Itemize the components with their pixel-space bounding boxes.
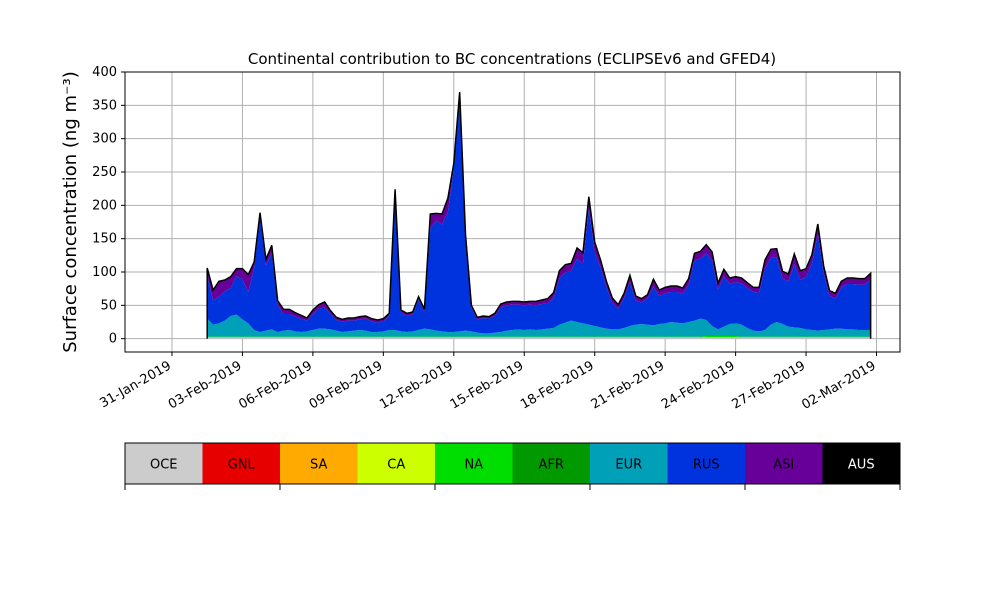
x-tick-label: 31-Jan-2019 [97, 358, 174, 411]
x-tick-label: 21-Feb-2019 [589, 358, 668, 412]
legend-colorbar: OCE GNL SA CA NA AFR EUR RUS ASI AUS [124, 442, 901, 490]
y-axis-label: Surface concentration (ng m⁻³) [60, 71, 81, 353]
x-tick-label: 15-Feb-2019 [448, 358, 527, 412]
legend-label-aus: AUS [848, 458, 875, 473]
area-ca [207, 337, 871, 338]
chart-title: Continental contribution to BC concentra… [248, 50, 776, 68]
legend-label-rus: RUS [693, 458, 720, 473]
y-tick-label: 350 [92, 98, 117, 113]
x-tick-label: 27-Feb-2019 [730, 358, 809, 412]
legend-label-eur: EUR [615, 458, 642, 473]
x-tick-label: 24-Feb-2019 [659, 358, 738, 412]
area-na [207, 336, 871, 338]
x-tick-label: 12-Feb-2019 [377, 358, 456, 412]
x-tick-label: 06-Feb-2019 [236, 358, 315, 412]
plot-frame [124, 71, 901, 353]
y-tick-label: 200 [92, 198, 117, 213]
area-eur [207, 314, 871, 337]
area-rus [207, 94, 871, 334]
legend-swatch-na [435, 443, 513, 484]
legend-label-na: NA [464, 458, 483, 473]
legend-swatch-oce [125, 443, 203, 484]
legend-swatch-asi [745, 443, 823, 484]
total-outline [206, 91, 872, 339]
legend-label-ca: CA [387, 458, 405, 473]
legend-label-afr: AFR [539, 458, 564, 473]
x-tick-label: 18-Feb-2019 [518, 358, 597, 412]
legend-label-gnl: GNL [228, 458, 256, 473]
area-oce [207, 338, 871, 339]
x-tick-label: 03-Feb-2019 [166, 358, 245, 412]
y-tick-label: 150 [92, 232, 117, 247]
legend-label-sa: SA [310, 458, 327, 473]
y-tick-label: 250 [92, 165, 117, 180]
y-tick-label: 50 [100, 298, 117, 313]
legend-label-asi: ASI [773, 458, 794, 473]
y-tick-label: 400 [92, 65, 117, 80]
y-tick-label: 0 [109, 332, 117, 347]
legend-swatch-rus [667, 443, 745, 484]
legend-frame [124, 442, 901, 485]
legend-swatch-ca [357, 443, 435, 484]
legend-label-oce: OCE [150, 458, 178, 473]
legend-swatch-afr [512, 443, 590, 484]
legend-swatch-sa [280, 443, 358, 484]
x-tick-label: 02-Mar-2019 [799, 358, 878, 412]
legend-swatch-gnl [202, 443, 280, 484]
y-tick-label: 300 [92, 132, 117, 147]
legend-swatch-eur [590, 443, 668, 484]
x-tick-label: 09-Feb-2019 [307, 358, 386, 412]
stacked-areas [206, 91, 872, 339]
legend-swatch-aus [822, 443, 900, 484]
y-tick-label: 100 [92, 265, 117, 280]
